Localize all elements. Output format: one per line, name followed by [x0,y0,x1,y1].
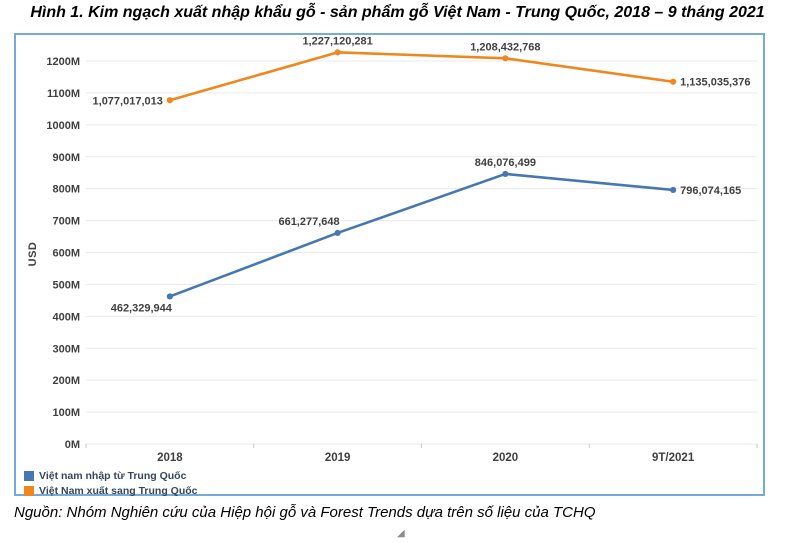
y-tick-label: 800M [52,184,80,196]
y-tick-label: 500M [52,279,80,291]
y-tick-label: 600M [52,248,80,260]
legend-label: Việt Nam xuất sang Trung Quốc [39,484,198,497]
data-label: 462,329,944 [111,302,173,314]
data-label: 1,077,017,013 [93,95,163,107]
source-caption: Nguồn: Nhóm Nghiên cứu của Hiệp hội gỗ v… [14,504,596,521]
data-point [670,78,677,85]
y-axis-title: USD [27,241,39,267]
y-tick-label: 900M [52,152,80,164]
resize-handle-icon: ◢ [397,528,405,539]
y-tick-label: 200M [52,375,80,387]
legend-item-imports: Việt nam nhập từ Trung Quốc [24,468,198,483]
data-point [670,186,677,194]
x-tick-label: 9T/2021 [652,452,695,464]
data-label: 1,208,432,768 [470,41,540,53]
data-point [502,55,509,62]
y-tick-label: 1000M [46,120,80,132]
y-tick-label: 1200M [46,56,80,68]
x-tick-label: 2019 [325,452,351,464]
x-tick-label: 2018 [157,452,183,464]
series-line [168,51,675,102]
data-label: 661,277,648 [278,216,339,228]
y-tick-label: 0M [65,439,80,451]
data-label: 846,076,499 [475,157,536,169]
y-tick-label: 100M [52,407,80,419]
legend-swatch [24,485,34,496]
series-line [168,172,675,298]
y-tick-label: 700M [52,216,80,228]
chart-legend: Việt nam nhập từ Trung Quốc Việt Nam xuấ… [24,468,198,498]
line-chart: 0M 100M 200M 300M 400M 500M 600M 700M 800M 900M 10… [46,35,758,464]
page-title: Hình 1. Kim ngạch xuất nhập khẩu gỗ - sả… [30,4,765,21]
data-label: 796,074,165 [680,185,741,197]
y-tick-label: 1100M [47,88,80,100]
x-tick-label: 2020 [493,452,519,464]
legend-swatch [24,470,34,481]
data-point [334,229,341,237]
y-tick-label: 400M [52,311,80,323]
data-point [166,97,173,104]
y-tick-label: 300M [52,343,80,355]
legend-item-exports: Việt Nam xuất sang Trung Quốc [24,483,198,498]
data-point [166,293,173,300]
data-point [502,170,509,178]
legend-label: Việt nam nhập từ Trung Quốc [39,469,187,482]
data-label: 1,227,120,281 [302,35,372,47]
data-point [334,49,341,56]
chart-frame: 0M 100M 200M 300M 400M 500M 600M 700M 800M 900M 10… [14,33,765,498]
data-label: 1,135,035,376 [680,77,750,89]
